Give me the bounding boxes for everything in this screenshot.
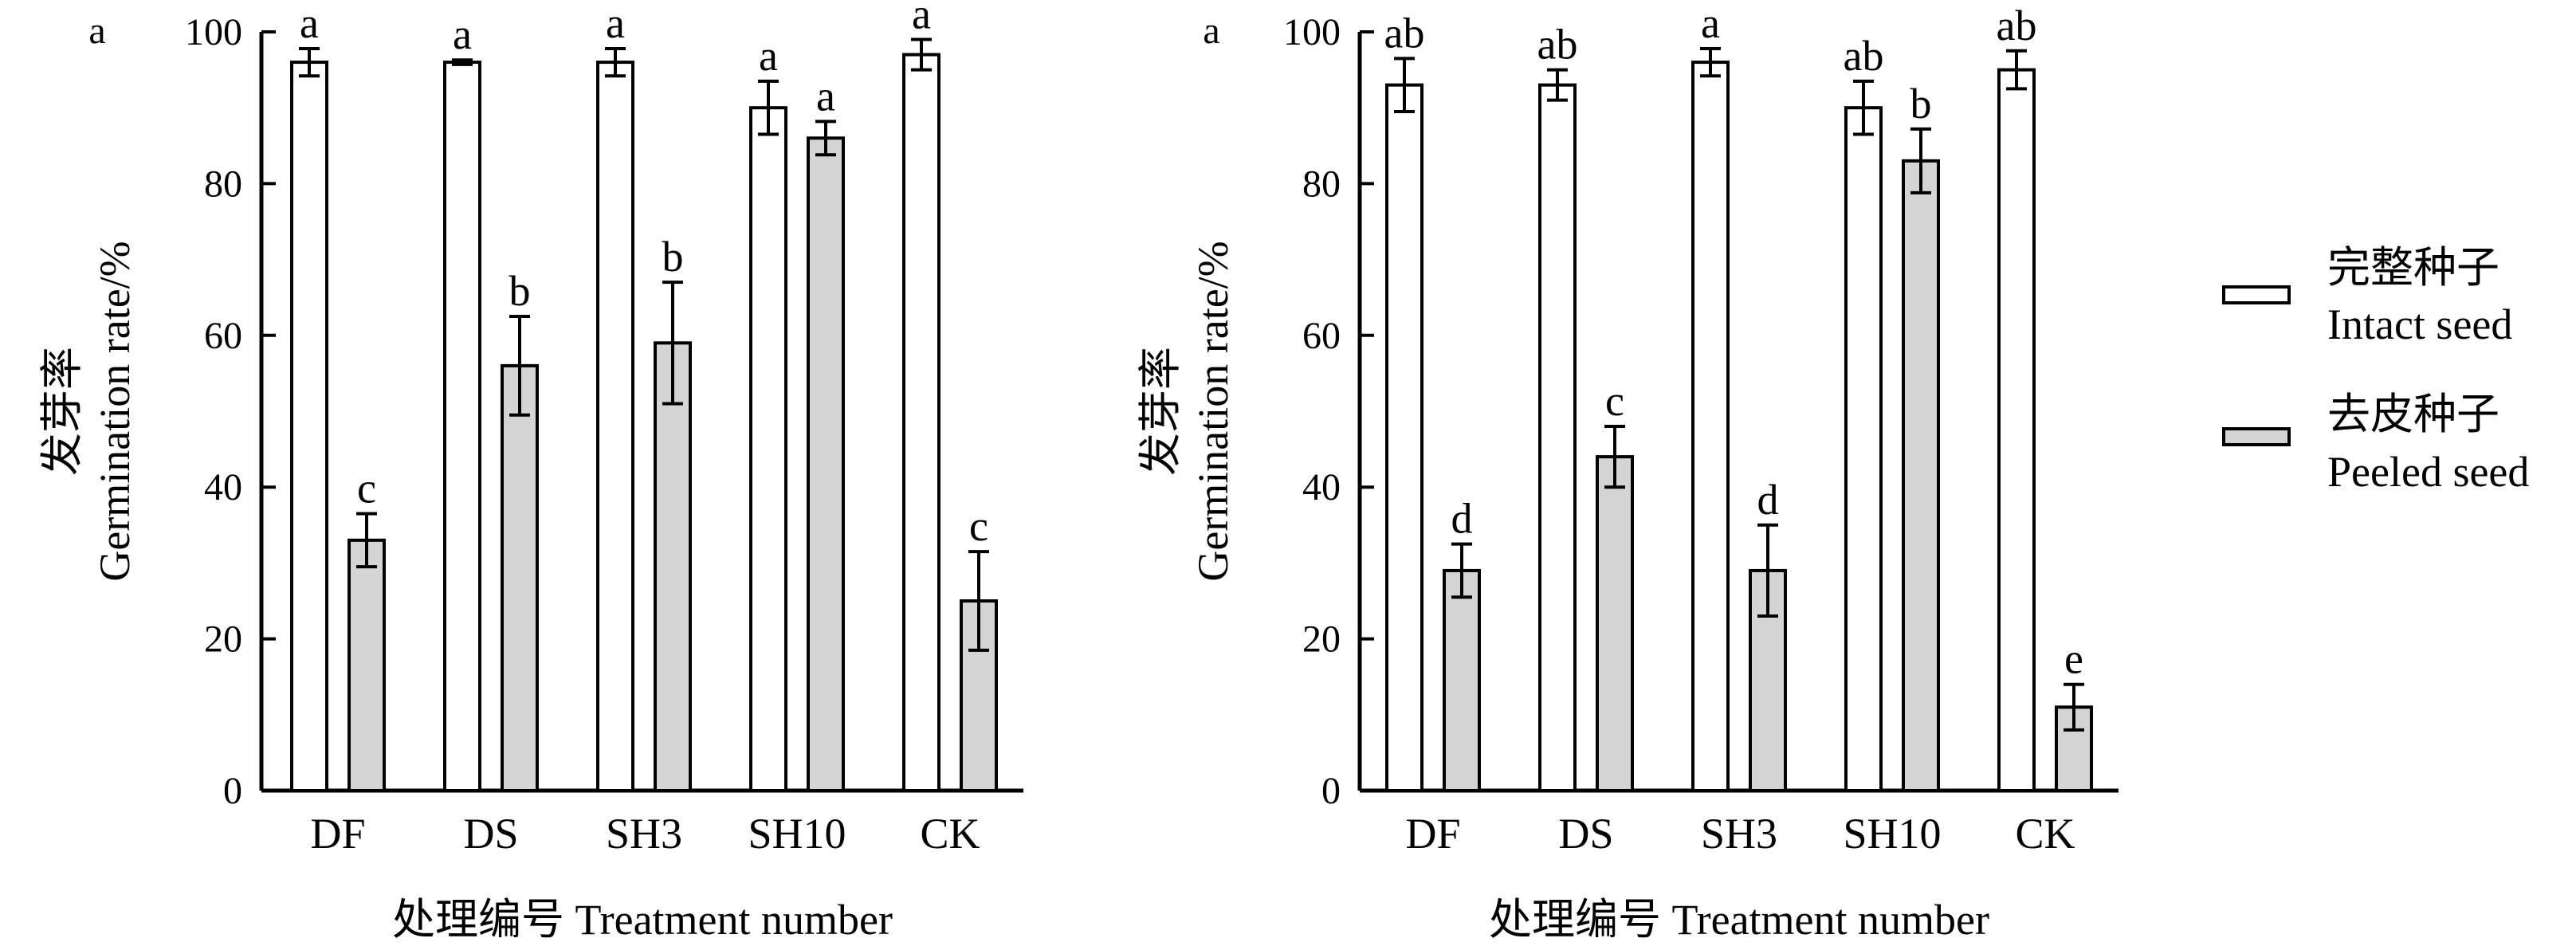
bar-intact xyxy=(443,61,481,792)
x-tick-label: SH3 xyxy=(1701,810,1777,858)
significance-letter: a xyxy=(912,0,931,38)
significance-letter: a xyxy=(816,72,835,120)
y-tick-label: 60 xyxy=(1302,315,1341,357)
significance-letter: c xyxy=(357,465,376,512)
x-tick-label: SH10 xyxy=(748,810,846,858)
y-axis-title: 发芽率 Germination rate/% xyxy=(1137,241,1237,581)
bar-intact xyxy=(1844,106,1883,792)
x-tick-label: SH10 xyxy=(1843,810,1941,858)
bar-peeled xyxy=(1596,455,1634,792)
significance-letter: c xyxy=(1605,377,1624,425)
x-tick-label: CK xyxy=(2015,810,2075,858)
panel-label: a xyxy=(88,10,105,52)
y-axis-title-cn: 发芽率 xyxy=(1137,347,1184,476)
bar-intact xyxy=(1385,83,1423,792)
x-axis-title: 处理编号 Treatment number xyxy=(1489,896,1989,944)
legend-label-cn: 完整种子 xyxy=(2327,244,2499,292)
significance-letter: a xyxy=(453,10,472,58)
y-tick-label: 60 xyxy=(204,315,242,357)
bar-peeled xyxy=(1902,159,1940,792)
bar-intact xyxy=(749,106,787,792)
bar-peeled xyxy=(348,538,386,793)
significance-letter: a xyxy=(300,0,319,47)
bar-intact xyxy=(596,61,634,792)
significance-letter: e xyxy=(2064,635,2083,683)
y-tick-label: 80 xyxy=(1302,163,1341,205)
x-tick-label: SH3 xyxy=(606,810,682,858)
significance-letter: b xyxy=(662,233,684,281)
significance-letter: c xyxy=(969,502,988,550)
y-axis-title-en: Germination rate/% xyxy=(91,241,139,581)
legend-swatch-peeled xyxy=(2222,427,2291,446)
y-tick-label: 40 xyxy=(1302,466,1341,508)
bar-intact xyxy=(1997,68,2036,793)
y-axis-title-en: Germination rate/% xyxy=(1189,241,1237,581)
legend-label-en: Intact seed xyxy=(2327,300,2512,348)
x-tick-label: DS xyxy=(1558,810,1613,858)
y-tick-label: 80 xyxy=(204,163,242,205)
significance-letter: d xyxy=(1757,476,1779,524)
significance-letter: b xyxy=(1910,80,1932,128)
significance-letter: a xyxy=(1701,0,1720,47)
y-tick-label: 0 xyxy=(223,770,242,812)
bar-intact xyxy=(902,53,940,792)
legend-swatch-intact xyxy=(2222,285,2291,304)
legend-label-en: Peeled seed xyxy=(2327,448,2529,496)
y-tick-label: 20 xyxy=(204,618,242,661)
x-tick-label: DF xyxy=(1405,810,1460,858)
bar-peeled xyxy=(501,363,539,792)
y-tick-label: 20 xyxy=(1302,618,1341,661)
x-tick-label: DS xyxy=(463,810,518,858)
y-tick-label: 0 xyxy=(1321,770,1341,812)
bar-peeled xyxy=(807,136,845,792)
significance-letter: ab xyxy=(1384,9,1425,57)
bar-intact xyxy=(1691,61,1730,792)
bar-peeled xyxy=(1443,568,1481,792)
bar-intact xyxy=(1538,83,1577,792)
y-axis-title: 发芽率 Germination rate/% xyxy=(38,241,139,581)
bar-intact xyxy=(290,61,328,792)
legend-label-cn: 去皮种子 xyxy=(2327,391,2499,438)
y-tick-label: 100 xyxy=(1283,11,1341,53)
significance-letter: ab xyxy=(1537,21,1578,69)
y-axis-title-cn: 发芽率 xyxy=(38,347,86,476)
significance-letter: a xyxy=(606,0,625,47)
y-tick-label: 40 xyxy=(204,466,242,508)
bar-peeled xyxy=(654,341,692,792)
panel-label: a xyxy=(1203,10,1219,52)
legend: 完整种子 Intact seed 去皮种子 Peeled seed xyxy=(2222,244,2529,496)
x-tick-label: CK xyxy=(920,810,980,858)
significance-letter: a xyxy=(759,32,778,80)
significance-letter: ab xyxy=(1997,2,2037,49)
x-tick-label: DF xyxy=(310,810,365,858)
y-tick-label: 100 xyxy=(185,11,242,53)
significance-letter: d xyxy=(1451,495,1473,543)
significance-letter: b xyxy=(509,267,531,315)
significance-letter: ab xyxy=(1844,32,1884,80)
x-axis-title: 处理编号 Treatment number xyxy=(392,896,893,944)
